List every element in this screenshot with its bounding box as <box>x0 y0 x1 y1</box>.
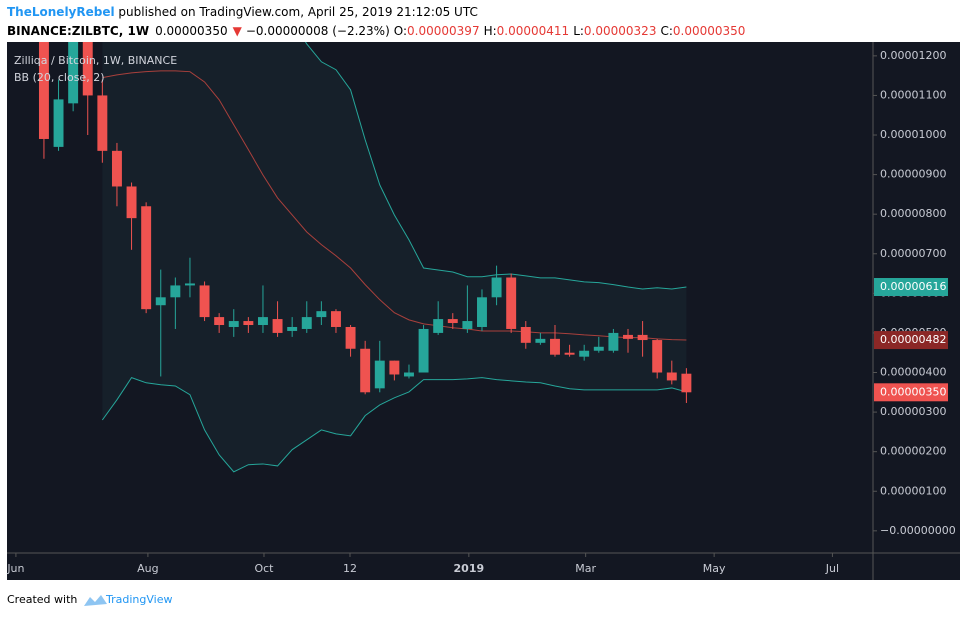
band-line <box>304 42 687 290</box>
x-tick-label: Jun <box>6 562 24 575</box>
candle-body <box>287 326 298 331</box>
candle-body <box>272 319 283 333</box>
candle-body <box>68 42 79 104</box>
y-tick-label: 0.00000200 <box>880 445 946 458</box>
y-tick-label: 0.00000300 <box>880 405 946 418</box>
price-label-box <box>874 331 948 350</box>
candle-body <box>579 350 590 357</box>
ohlc-key: H: <box>484 24 497 38</box>
candle-body <box>301 317 312 329</box>
y-tick-label: 0.00000700 <box>880 247 946 260</box>
chart-title: Zilliqa / Bitcoin, 1W, BINANCE <box>14 54 177 67</box>
last-price: 0.00000350 <box>155 24 228 38</box>
y-tick-label: 0.00000800 <box>880 207 946 220</box>
candle-body <box>535 338 546 343</box>
price-label-box <box>874 278 948 297</box>
x-tick-label: May <box>703 562 726 575</box>
y-tick-label: 0.00001200 <box>880 49 946 62</box>
x-tick-label: Oct <box>254 562 274 575</box>
publisher: TheLonelyRebel <box>7 5 115 19</box>
candle-body <box>228 321 239 327</box>
candle-body <box>404 372 414 377</box>
y-tick-label: 0.00001100 <box>880 88 946 101</box>
footer-prefix: Created with <box>7 593 77 606</box>
candle-body <box>462 321 473 329</box>
band-line <box>101 377 687 473</box>
candle-body <box>184 283 195 286</box>
candle-body <box>608 332 619 351</box>
x-tick-label: Jul <box>825 562 839 575</box>
candle-body <box>257 317 268 326</box>
candle-body <box>316 311 327 318</box>
published: published on TradingView.com, April 25, … <box>115 5 478 19</box>
candle-body <box>126 186 137 219</box>
change-arrow: ▼ <box>233 24 243 38</box>
header-line: TheLonelyRebel published on TradingView.… <box>7 5 478 19</box>
candle-body <box>681 373 692 393</box>
y-tick-label: −0.00000000 <box>880 524 956 537</box>
candle-body <box>141 206 152 310</box>
candle-body <box>564 352 575 355</box>
candle-body <box>170 285 181 298</box>
candle-body <box>433 319 444 333</box>
plot-area <box>38 42 692 473</box>
candle-body <box>652 340 663 373</box>
candle-body <box>389 360 400 375</box>
ohlc-value: 0.00000411 <box>497 24 570 38</box>
y-tick-label: 0.00001000 <box>880 128 946 141</box>
indicator-label: BB (20, close, 2) <box>14 71 105 84</box>
band-line <box>102 70 687 341</box>
candle-body <box>82 42 93 96</box>
candle-body <box>623 334 633 339</box>
x-tick-label: Mar <box>575 562 596 575</box>
ohlc-key: O: <box>394 24 407 38</box>
candle-body <box>447 319 458 324</box>
price-label-box <box>874 383 948 402</box>
x-tick-label: 12 <box>343 562 357 575</box>
candle-body <box>666 372 677 381</box>
y-tick-label: 0.00000900 <box>880 168 946 181</box>
candle-body <box>506 277 517 329</box>
ohlc-key: L: <box>573 24 584 38</box>
tradingview-logo <box>84 595 107 606</box>
ohlc-value: 0.00000397 <box>407 24 480 38</box>
price-label: 0.00000616 <box>880 280 946 293</box>
y-tick-label: 0.00000100 <box>880 484 946 497</box>
candle-body <box>331 311 341 327</box>
x-tick-label: Aug <box>137 562 158 575</box>
candle-body <box>243 321 254 326</box>
candle-body <box>53 99 64 147</box>
candle-body <box>345 326 356 349</box>
change: −0.00000008 (−2.23%) <box>246 24 390 38</box>
price-label: 0.00000482 <box>880 333 946 346</box>
ohlc-key: C: <box>660 24 672 38</box>
symbol: BINANCE:ZILBTC, 1W <box>7 24 149 38</box>
x-tick-label: 2019 <box>454 562 485 575</box>
symbol-line: BINANCE:ZILBTC, 1W 0.00000350 ▼ −0.00000008… <box>7 24 745 38</box>
ohlc-value: 0.00000350 <box>673 24 746 38</box>
candle-body <box>38 42 49 139</box>
candle-body <box>97 95 108 151</box>
y-tick-label: 0.00000400 <box>880 366 946 379</box>
candle-body <box>593 346 604 351</box>
candle-body <box>360 348 371 393</box>
candle-body <box>111 150 122 187</box>
footer-brand[interactable]: TradingView <box>105 593 172 606</box>
candle-body <box>374 360 385 389</box>
candle-body <box>418 328 429 373</box>
candle-body <box>491 277 502 298</box>
candle-body <box>477 297 487 327</box>
candle-body <box>637 334 648 341</box>
price-label: 0.00000350 <box>880 385 946 398</box>
candle-body <box>550 338 560 355</box>
ohlc-value: 0.00000323 <box>584 24 657 38</box>
candle-body <box>214 317 225 326</box>
candle-body <box>155 297 166 306</box>
candle-body <box>199 285 210 318</box>
candle-body <box>520 326 531 343</box>
